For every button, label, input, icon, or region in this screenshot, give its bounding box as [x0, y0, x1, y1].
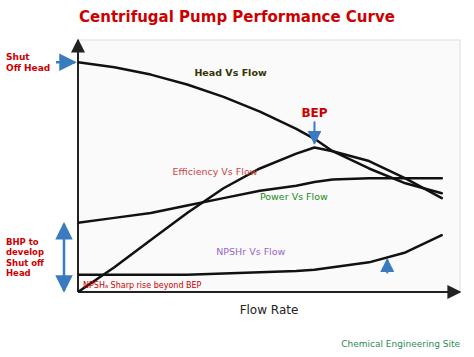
- bhp-label-line: BHP to: [6, 237, 39, 247]
- curve: [78, 62, 442, 193]
- y-axis: [77, 40, 79, 292]
- bhp-label-line: develop: [6, 247, 44, 257]
- curve-label: Head Vs Flow: [194, 67, 266, 78]
- bhp-label-line: Shut off: [6, 258, 44, 268]
- curves: [78, 62, 442, 292]
- curve-label: Power Vs Flow: [260, 191, 328, 202]
- subtitle: Chemical Engineering Site: [341, 339, 460, 349]
- shut-off-label-line: Shut: [6, 52, 30, 62]
- curve-label: NPSHr Vs Flow: [216, 246, 285, 257]
- shut-off-arrow: [56, 61, 75, 64]
- npsh-arrow: [386, 259, 388, 273]
- x-label: Flow Rate: [240, 303, 299, 317]
- bep-label: BEP: [301, 106, 327, 120]
- bhp-arrow: [63, 224, 66, 291]
- bhp-label: BHP todevelopShut offHead: [6, 237, 44, 279]
- curve-label: Efficiency Vs Flow: [173, 166, 258, 177]
- plot-area: [78, 40, 460, 292]
- title: Centrifugal Pump Performance Curve: [79, 8, 395, 26]
- x-axis: [78, 291, 460, 293]
- npsha-label: NPSHₐ Sharp rise beyond BEP: [83, 281, 202, 290]
- chart: Centrifugal Pump Performance Curve Head V…: [0, 0, 474, 357]
- curve: [78, 147, 442, 292]
- shut-off-label-line: Off Head: [6, 63, 50, 73]
- curve: [78, 235, 442, 275]
- curve: [78, 178, 442, 222]
- shut-off-label: ShutOff Head: [6, 52, 50, 73]
- bep-arrow: [313, 121, 315, 143]
- bhp-label-line: Head: [6, 268, 31, 278]
